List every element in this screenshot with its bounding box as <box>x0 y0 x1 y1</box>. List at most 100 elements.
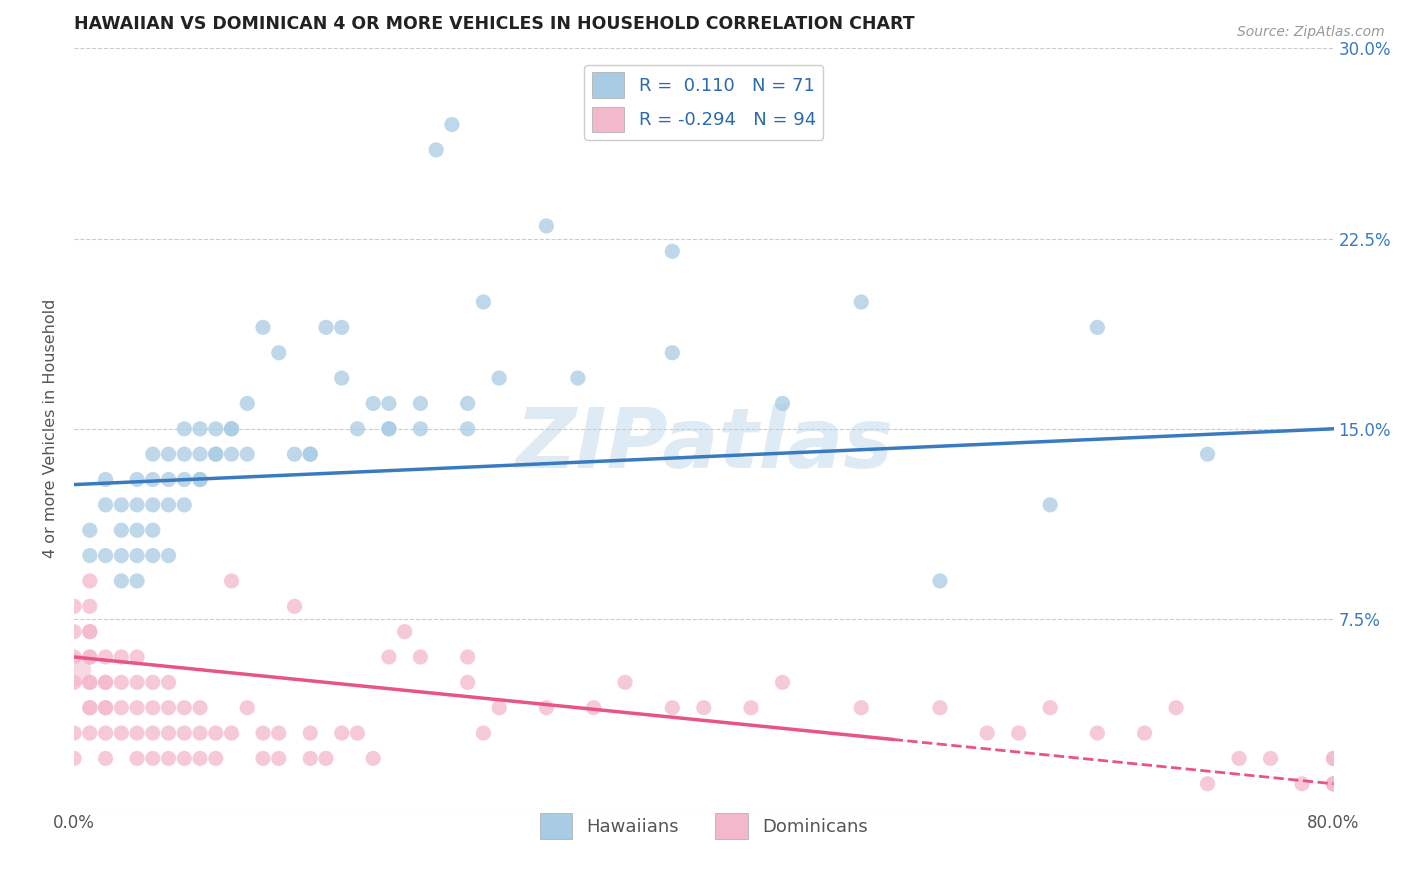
Point <box>378 422 401 436</box>
Point <box>79 675 101 690</box>
Point <box>157 549 180 563</box>
Point <box>378 650 401 665</box>
Point <box>582 700 605 714</box>
Point <box>1039 498 1062 512</box>
Point <box>142 473 165 487</box>
Point <box>1164 700 1187 714</box>
Point <box>361 751 384 765</box>
Point <box>236 396 259 410</box>
Point <box>1227 751 1250 765</box>
Point <box>110 498 132 512</box>
Point <box>567 371 589 385</box>
Point <box>1133 726 1156 740</box>
Point <box>204 447 226 461</box>
Point <box>1322 777 1344 791</box>
Point <box>125 726 148 740</box>
Point <box>94 700 117 714</box>
Point <box>361 396 384 410</box>
Point <box>1008 726 1031 740</box>
Point <box>472 726 495 740</box>
Point <box>409 396 432 410</box>
Point <box>1039 700 1062 714</box>
Point <box>346 422 368 436</box>
Point <box>252 320 274 334</box>
Point <box>157 498 180 512</box>
Point <box>772 675 794 690</box>
Point <box>283 447 305 461</box>
Point <box>63 726 86 740</box>
Point <box>661 244 683 259</box>
Point <box>79 700 101 714</box>
Point <box>315 320 337 334</box>
Point <box>929 574 952 588</box>
Point <box>457 650 479 665</box>
Point <box>1197 777 1219 791</box>
Point <box>173 700 195 714</box>
Point <box>63 675 86 690</box>
Point <box>125 574 148 588</box>
Point <box>204 726 226 740</box>
Point <box>1322 751 1344 765</box>
Point <box>79 523 101 537</box>
Point <box>142 726 165 740</box>
Point <box>457 422 479 436</box>
Point <box>188 473 211 487</box>
Point <box>63 663 86 677</box>
Point <box>1260 751 1282 765</box>
Point <box>110 700 132 714</box>
Point <box>929 700 952 714</box>
Point <box>409 650 432 665</box>
Point <box>740 700 762 714</box>
Point <box>142 549 165 563</box>
Point <box>330 371 353 385</box>
Point <box>536 219 558 233</box>
Point <box>63 599 86 614</box>
Point <box>267 726 290 740</box>
Point <box>79 650 101 665</box>
Y-axis label: 4 or more Vehicles in Household: 4 or more Vehicles in Household <box>44 299 58 558</box>
Point <box>1291 777 1313 791</box>
Point <box>157 473 180 487</box>
Point <box>267 751 290 765</box>
Point <box>221 574 243 588</box>
Point <box>221 422 243 436</box>
Point <box>125 751 148 765</box>
Point <box>472 295 495 310</box>
Point <box>94 726 117 740</box>
Point <box>157 447 180 461</box>
Point <box>661 345 683 359</box>
Point <box>79 726 101 740</box>
Point <box>188 447 211 461</box>
Point <box>125 675 148 690</box>
Point <box>221 726 243 740</box>
Point <box>110 549 132 563</box>
Point <box>79 574 101 588</box>
Point <box>536 700 558 714</box>
Point <box>79 700 101 714</box>
Point <box>94 751 117 765</box>
Point <box>409 422 432 436</box>
Point <box>173 473 195 487</box>
Point <box>1085 320 1108 334</box>
Text: Source: ZipAtlas.com: Source: ZipAtlas.com <box>1237 25 1385 39</box>
Point <box>346 726 368 740</box>
Point <box>125 650 148 665</box>
Point <box>142 498 165 512</box>
Point <box>94 700 117 714</box>
Point <box>125 473 148 487</box>
Point <box>236 447 259 461</box>
Point <box>221 422 243 436</box>
Point <box>79 549 101 563</box>
Point <box>110 523 132 537</box>
Point <box>457 396 479 410</box>
Point <box>142 523 165 537</box>
Point <box>157 751 180 765</box>
Point <box>94 675 117 690</box>
Point <box>204 751 226 765</box>
Point <box>125 700 148 714</box>
Point <box>1322 777 1344 791</box>
Point <box>79 650 101 665</box>
Point <box>188 751 211 765</box>
Point <box>110 574 132 588</box>
Point <box>188 700 211 714</box>
